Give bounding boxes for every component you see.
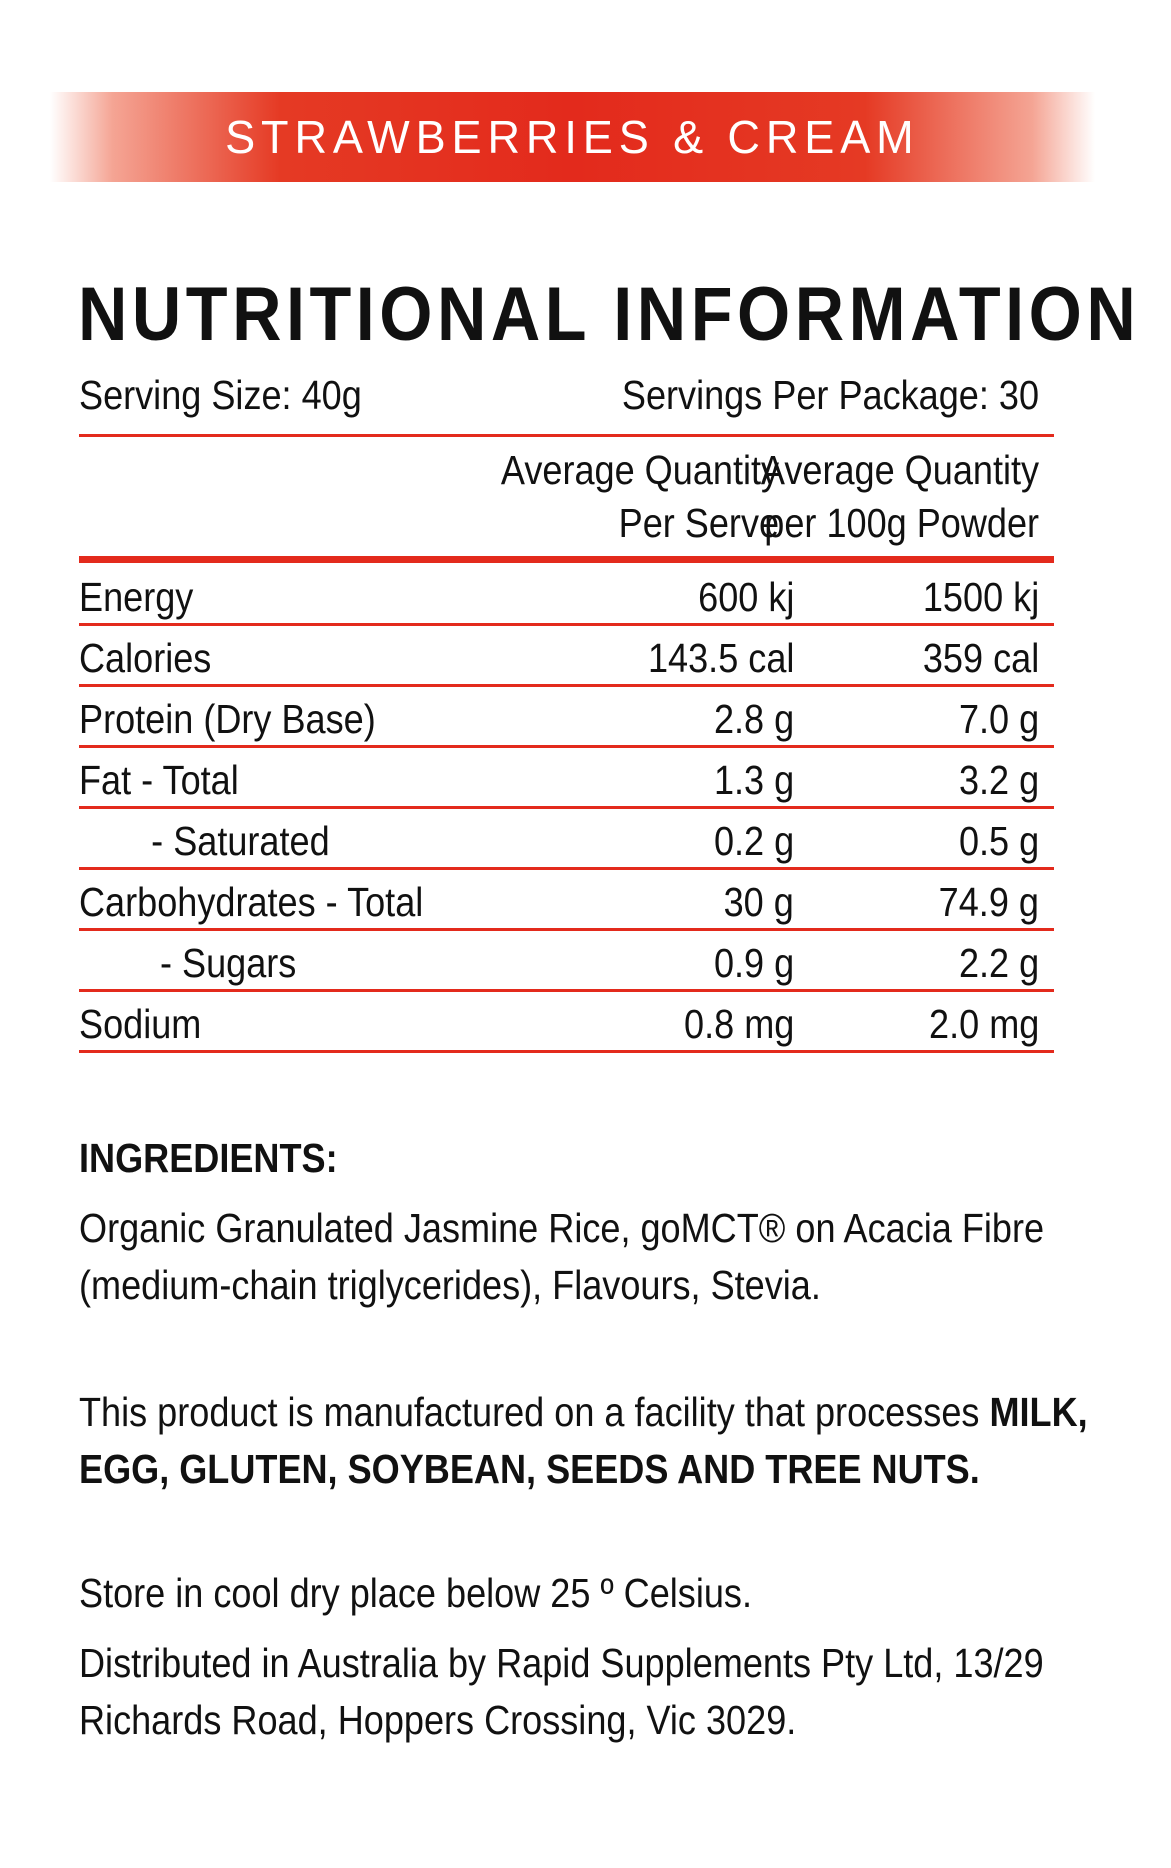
per-100g-value: 359 cal — [922, 635, 1039, 681]
distributor-info: Distributed in Australia by Rapid Supple… — [79, 1635, 1139, 1749]
storage-text: Store in cool dry place below 25 º Celsi… — [79, 1570, 752, 1616]
per-100g-value: 2.2 g — [958, 940, 1039, 986]
table-row: Sodium 0.8 mg 2.0 mg — [79, 992, 1054, 1053]
column-header-per-100g-line2: per 100g Powder — [764, 500, 1039, 546]
per-100g-value: 3.2 g — [958, 757, 1039, 803]
nutrient-label: Calories — [79, 635, 212, 681]
distributor-text: Distributed in Australia by Rapid Supple… — [79, 1640, 1044, 1743]
per-serve-value: 0.9 g — [713, 940, 794, 986]
nutrient-label: - Saturated — [151, 818, 330, 864]
serving-info: Serving Size: 40g Servings Per Package: … — [79, 372, 1039, 422]
per-100g-value: 2.0 mg — [928, 1001, 1039, 1047]
flavour-banner: STRAWBERRIES & CREAM — [50, 92, 1095, 182]
per-serve-value: 143.5 cal — [647, 635, 794, 681]
per-100g-value: 74.9 g — [938, 879, 1039, 925]
divider-top — [79, 434, 1054, 437]
column-header-per-100g: Average Quantity per 100g Powder — [723, 444, 1039, 550]
nutrient-label: Sodium — [79, 1001, 202, 1047]
ingredients-list: Organic Granulated Jasmine Rice, goMCT® … — [79, 1205, 1045, 1308]
nutrition-table: Energy 600 kj 1500 kj Calories 143.5 cal 359 … — [79, 565, 1054, 1053]
storage-instructions: Store in cool dry place below 25 º Celsi… — [79, 1565, 1139, 1622]
table-row: Fat - Total 1.3 g 3.2 g — [79, 748, 1054, 809]
table-row: - Sugars 0.9 g 2.2 g — [79, 931, 1054, 992]
per-serve-value: 0.2 g — [713, 818, 794, 864]
panel-title: NUTRITIONAL INFORMATION — [78, 272, 1141, 357]
nutrient-label: Protein (Dry Base) — [79, 696, 376, 742]
divider-header — [79, 556, 1054, 563]
allergen-text: This product is manufactured on a facili… — [79, 1384, 1117, 1498]
nutrient-label: - Sugars — [159, 940, 297, 986]
column-header-per-100g-line1: Average Quantity — [760, 447, 1039, 493]
table-row: Calories 143.5 cal 359 cal — [79, 626, 1054, 687]
table-row: Carbohydrates - Total 30 g 74.9 g — [79, 870, 1054, 931]
per-100g-value: 0.5 g — [958, 818, 1039, 864]
nutrient-label: Carbohydrates - Total — [79, 879, 424, 925]
ingredients-heading: INGREDIENTS: — [79, 1135, 338, 1181]
column-header-per-serve-line2: Per Serve — [618, 500, 779, 546]
column-header-per-serve-line1: Average Quantity — [500, 447, 779, 493]
allergen-statement: This product is manufactured on a facili… — [79, 1384, 1139, 1498]
table-row: Energy 600 kj 1500 kj — [79, 565, 1054, 626]
table-row: - Saturated 0.2 g 0.5 g — [79, 809, 1054, 870]
per-serve-value: 2.8 g — [713, 696, 794, 742]
per-serve-value: 30 g — [723, 879, 794, 925]
allergen-prefix: This product is manufactured on a facili… — [79, 1389, 990, 1435]
servings-per-package: Servings Per Package: 30 — [621, 372, 1039, 418]
ingredients-text: Organic Granulated Jasmine Rice, goMCT® … — [79, 1200, 1139, 1314]
per-serve-value: 1.3 g — [713, 757, 794, 803]
flavour-name: STRAWBERRIES & CREAM — [225, 111, 920, 163]
allergen-list: MILK, EGG, GLUTEN, SOYBEAN, SEEDS AND TR… — [79, 1389, 1088, 1492]
allergen-suffix: . — [969, 1446, 980, 1492]
column-header-per-serve: Average Quantity Per Serve — [463, 444, 779, 550]
serving-size: Serving Size: 40g — [79, 372, 362, 418]
per-serve-value: 600 kj — [697, 574, 794, 620]
table-row: Protein (Dry Base) 2.8 g 7.0 g — [79, 687, 1054, 748]
per-100g-value: 7.0 g — [958, 696, 1039, 742]
per-serve-value: 0.8 mg — [683, 1001, 794, 1047]
nutrient-label: Fat - Total — [79, 757, 239, 803]
table-header: Average Quantity Per Serve Average Quant… — [79, 444, 1039, 554]
per-100g-value: 1500 kj — [922, 574, 1039, 620]
nutrient-label: Energy — [79, 574, 194, 620]
